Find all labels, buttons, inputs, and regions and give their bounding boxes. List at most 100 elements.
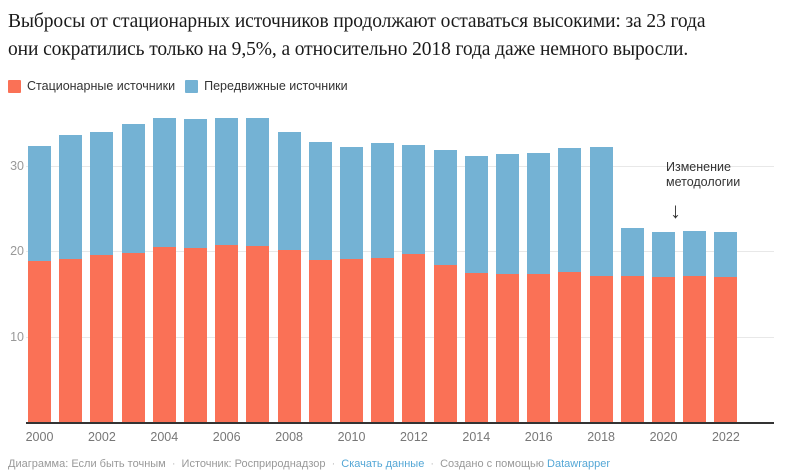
chart-area: 10 20 30 2000 2002 2004 2006 2008 2010 2012 2014 20… (0, 108, 800, 444)
bar-segment-mobile-2010[interactable] (340, 146, 363, 259)
x-axis-tick-2008: 2008 (275, 430, 303, 444)
bar-segment-stationary-2020[interactable] (652, 276, 675, 422)
y-axis-tick-20: 20 (10, 244, 24, 258)
bar-segment-stationary-2011[interactable] (371, 257, 395, 422)
bar-segment-stationary-2008[interactable] (277, 250, 301, 422)
gridline-20 (26, 251, 774, 252)
bar-segment-mobile-2011[interactable] (371, 143, 395, 258)
bar-segment-mobile-2006[interactable] (215, 118, 239, 246)
bar-2008[interactable] (277, 132, 301, 422)
legend-swatch-stationary (8, 79, 21, 93)
bar-segment-mobile-2020[interactable] (652, 232, 675, 277)
bar-segment-mobile-2021[interactable] (683, 231, 707, 276)
bar-2003[interactable] (121, 124, 145, 422)
x-axis-tick-2020: 2020 (649, 430, 678, 444)
bar-segment-stationary-2013[interactable] (433, 264, 457, 422)
bar-2005[interactable] (184, 118, 207, 422)
bar-2019[interactable] (620, 227, 644, 422)
bar-segment-mobile-2001[interactable] (59, 134, 83, 259)
bar-2022[interactable] (714, 232, 738, 422)
bar-segment-stationary-2022[interactable] (714, 276, 738, 422)
footer-created-with: Создано с помощью (440, 458, 544, 470)
bar-segment-mobile-2015[interactable] (496, 154, 519, 275)
x-axis-tick-2016: 2016 (524, 430, 553, 444)
bar-segment-mobile-2004[interactable] (152, 118, 176, 247)
bar-2018[interactable] (589, 146, 613, 422)
bar-segment-stationary-2006[interactable] (215, 245, 239, 422)
bar-segment-stationary-2018[interactable] (589, 275, 613, 422)
bar-segment-stationary-2016[interactable] (527, 274, 551, 422)
x-axis-tick-2012: 2012 (399, 430, 428, 444)
x-axis-baseline (26, 422, 774, 424)
bar-2012[interactable] (402, 144, 426, 422)
bar-2017[interactable] (558, 148, 582, 422)
bar-segment-stationary-2019[interactable] (620, 275, 644, 422)
bar-segment-stationary-2002[interactable] (90, 255, 114, 422)
bar-segment-mobile-2012[interactable] (402, 144, 426, 255)
bar-segment-stationary-2014[interactable] (464, 273, 488, 422)
bar-2013[interactable] (433, 150, 457, 422)
bar-segment-mobile-2019[interactable] (620, 227, 644, 276)
bar-segment-mobile-2018[interactable] (589, 146, 613, 276)
bar-2007[interactable] (246, 117, 270, 422)
bar-2006[interactable] (215, 118, 239, 422)
bar-segment-stationary-2012[interactable] (402, 254, 426, 422)
bar-2001[interactable] (59, 134, 83, 422)
bar-2016[interactable] (527, 152, 551, 422)
y-axis-tick-10: 10 (10, 329, 24, 344)
bar-segment-mobile-2000[interactable] (28, 145, 51, 262)
bar-2020[interactable] (652, 232, 675, 422)
x-axis-tick-2014: 2014 (462, 430, 491, 444)
bar-segment-mobile-2017[interactable] (558, 148, 582, 273)
bar-2011[interactable] (371, 143, 395, 422)
x-axis-tick-2006: 2006 (212, 430, 241, 444)
footer-separator-3: · (430, 458, 435, 470)
bar-2009[interactable] (308, 141, 332, 422)
bar-segment-stationary-2009[interactable] (308, 259, 332, 422)
footer-separator-2: · (331, 458, 336, 470)
bar-segment-mobile-2008[interactable] (277, 132, 301, 251)
bar-2021[interactable] (683, 231, 707, 422)
footer-datawrapper-link[interactable]: Datawrapper (547, 458, 611, 470)
bar-segment-mobile-2009[interactable] (308, 141, 332, 260)
footer-source: Источник: Росприроднадзор (181, 458, 326, 470)
bar-segment-stationary-2003[interactable] (121, 252, 145, 422)
legend-item-stationary[interactable]: Стационарные источники (8, 79, 175, 93)
bar-segment-stationary-2001[interactable] (59, 258, 83, 422)
gridline-30 (26, 165, 774, 167)
bar-segment-stationary-2010[interactable] (340, 258, 363, 422)
bar-segment-mobile-2007[interactable] (246, 117, 270, 246)
bar-segment-stationary-2017[interactable] (558, 272, 582, 422)
bar-segment-stationary-2021[interactable] (683, 275, 707, 422)
footer-chart-credit: Диаграмма: Если быть точным (8, 458, 166, 470)
annotation-line-2: методологии (666, 175, 741, 189)
bar-2015[interactable] (496, 154, 519, 422)
bar-segment-mobile-2002[interactable] (90, 132, 114, 256)
bar-2014[interactable] (464, 156, 488, 422)
bar-segment-stationary-2005[interactable] (184, 247, 207, 422)
bar-segment-stationary-2015[interactable] (496, 274, 519, 422)
bar-segment-mobile-2016[interactable] (527, 152, 551, 275)
bar-segment-stationary-2004[interactable] (152, 246, 176, 422)
gridline-10 (26, 336, 774, 338)
chart-title-line-1: Выбросы от стационарных источников продо… (8, 11, 706, 32)
legend-swatch-mobile (185, 79, 199, 93)
bar-segment-mobile-2005[interactable] (184, 118, 207, 248)
x-axis-tick-2002: 2002 (87, 430, 116, 444)
x-axis-tick-2018: 2018 (587, 430, 615, 444)
bar-segment-stationary-2007[interactable] (246, 245, 270, 422)
legend-label-stationary: Стационарные источники (27, 79, 176, 93)
bar-segment-stationary-2000[interactable] (28, 261, 51, 422)
bar-2002[interactable] (90, 132, 114, 422)
bar-segment-mobile-2014[interactable] (464, 156, 488, 274)
bar-2004[interactable] (152, 118, 176, 422)
bar-segment-mobile-2022[interactable] (714, 232, 738, 277)
chart-title-line-2: они сократились только на 9,5%, а относи… (8, 39, 689, 60)
bar-segment-mobile-2003[interactable] (121, 124, 145, 253)
x-axis-tick-2000: 2000 (25, 430, 54, 444)
bar-2010[interactable] (340, 146, 363, 422)
bar-segment-mobile-2013[interactable] (433, 150, 457, 265)
bar-2000[interactable] (28, 145, 51, 422)
footer-download-data-link[interactable]: Скачать данные (341, 458, 425, 470)
legend-item-mobile[interactable]: Передвижные источники (185, 79, 348, 93)
